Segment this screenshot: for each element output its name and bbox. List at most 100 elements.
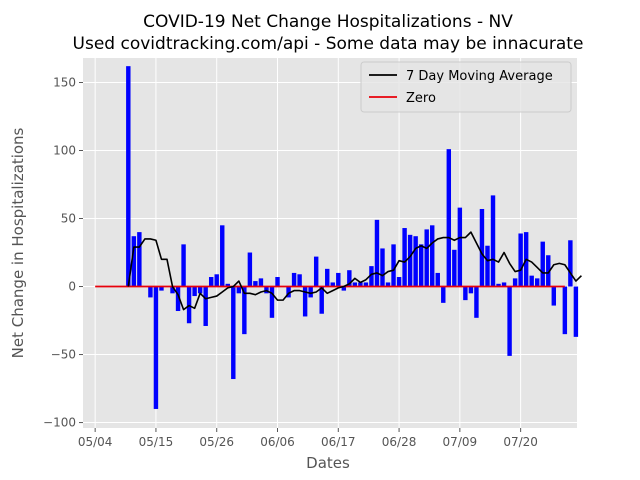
bar [446, 149, 452, 287]
bar [170, 286, 175, 294]
bar [512, 278, 518, 287]
bar [568, 240, 573, 287]
bar [153, 286, 159, 409]
x-tick-label: 06/06 [260, 435, 295, 449]
y-tick-label: 0 [68, 280, 76, 294]
bar [413, 236, 418, 287]
bar [396, 277, 402, 287]
y-tick-layer: −100 −50 0 50 100 150 [43, 75, 83, 430]
bar [231, 286, 236, 380]
bar [325, 268, 330, 287]
x-tick-label: 05/04 [78, 435, 113, 449]
bar [507, 286, 512, 356]
bar [518, 233, 523, 287]
x-tick-label: 05/26 [199, 435, 234, 449]
bar [380, 248, 385, 287]
legend-box [360, 61, 572, 113]
bar [313, 256, 319, 287]
bar [529, 275, 534, 287]
bar [208, 277, 214, 287]
bar [148, 286, 153, 298]
bar [374, 219, 380, 287]
bar [501, 282, 507, 287]
x-tick-label: 06/17 [321, 435, 356, 449]
bar [407, 234, 413, 287]
x-tick-label: 07/20 [503, 435, 538, 449]
bar [468, 286, 474, 294]
x-tick-layer: 05/04 05/15 05/26 06/06 06/17 06/28 07/09 07/20 [78, 428, 538, 449]
bar [551, 286, 557, 306]
bar [424, 229, 429, 287]
bar [253, 281, 258, 287]
bar [402, 228, 407, 287]
bar [131, 236, 137, 287]
bar [197, 286, 203, 294]
bar [435, 272, 440, 287]
bar [540, 241, 545, 287]
bar [352, 282, 358, 287]
bar [181, 244, 186, 287]
bar [385, 282, 391, 287]
bar [430, 225, 435, 287]
bar [358, 282, 363, 287]
bar [391, 244, 396, 287]
bar [347, 270, 352, 287]
bar [220, 225, 225, 287]
bar [175, 286, 181, 312]
chart-title: COVID-19 Net Change Hospitalizations - N… [143, 12, 513, 32]
bar [546, 255, 551, 287]
bar [573, 286, 579, 337]
line-layer [95, 231, 582, 311]
x-tick-label: 07/09 [443, 435, 478, 449]
bar [485, 245, 490, 287]
bar [535, 278, 540, 287]
bar [463, 286, 468, 301]
bar [308, 286, 313, 298]
bar [159, 286, 164, 291]
bar [452, 249, 457, 287]
legend-zero-label: Zero [406, 91, 436, 106]
bar [297, 274, 302, 287]
y-tick-label: 150 [53, 75, 76, 89]
x-axis-label: Dates [306, 454, 350, 472]
legend: 7 Day Moving Average Zero [360, 61, 572, 113]
bar [269, 286, 275, 318]
bar [214, 274, 219, 287]
bar [203, 286, 208, 326]
bar [291, 272, 297, 287]
legend-moving-average-label: 7 Day Moving Average [406, 69, 553, 84]
bar [137, 232, 142, 287]
bar [126, 66, 131, 287]
bar [192, 286, 197, 297]
bar [479, 208, 485, 287]
bar [275, 277, 280, 287]
moving-average-line [127, 231, 582, 311]
bar [363, 282, 369, 287]
bar [302, 286, 308, 317]
bar-layer [126, 66, 579, 409]
bar [369, 266, 374, 287]
bar [336, 272, 341, 287]
bar [286, 286, 291, 298]
bar [341, 286, 347, 291]
bar [242, 286, 247, 335]
y-tick-label: −50 [51, 348, 76, 362]
bar [319, 286, 324, 314]
bar [258, 278, 264, 287]
bar [562, 286, 568, 335]
x-tick-label: 05/15 [139, 435, 174, 449]
bar [490, 195, 496, 287]
bar [457, 207, 463, 287]
bar [236, 286, 242, 294]
y-tick-label: −100 [43, 416, 76, 430]
y-tick-label: 100 [53, 144, 76, 158]
x-tick-label: 06/28 [382, 435, 417, 449]
y-tick-label: 50 [61, 212, 76, 226]
bar [330, 282, 335, 287]
bar [418, 244, 424, 287]
bar [496, 283, 501, 287]
chart-subtitle: Used covidtracking.com/api - Some data m… [73, 34, 584, 54]
bar [474, 286, 479, 318]
